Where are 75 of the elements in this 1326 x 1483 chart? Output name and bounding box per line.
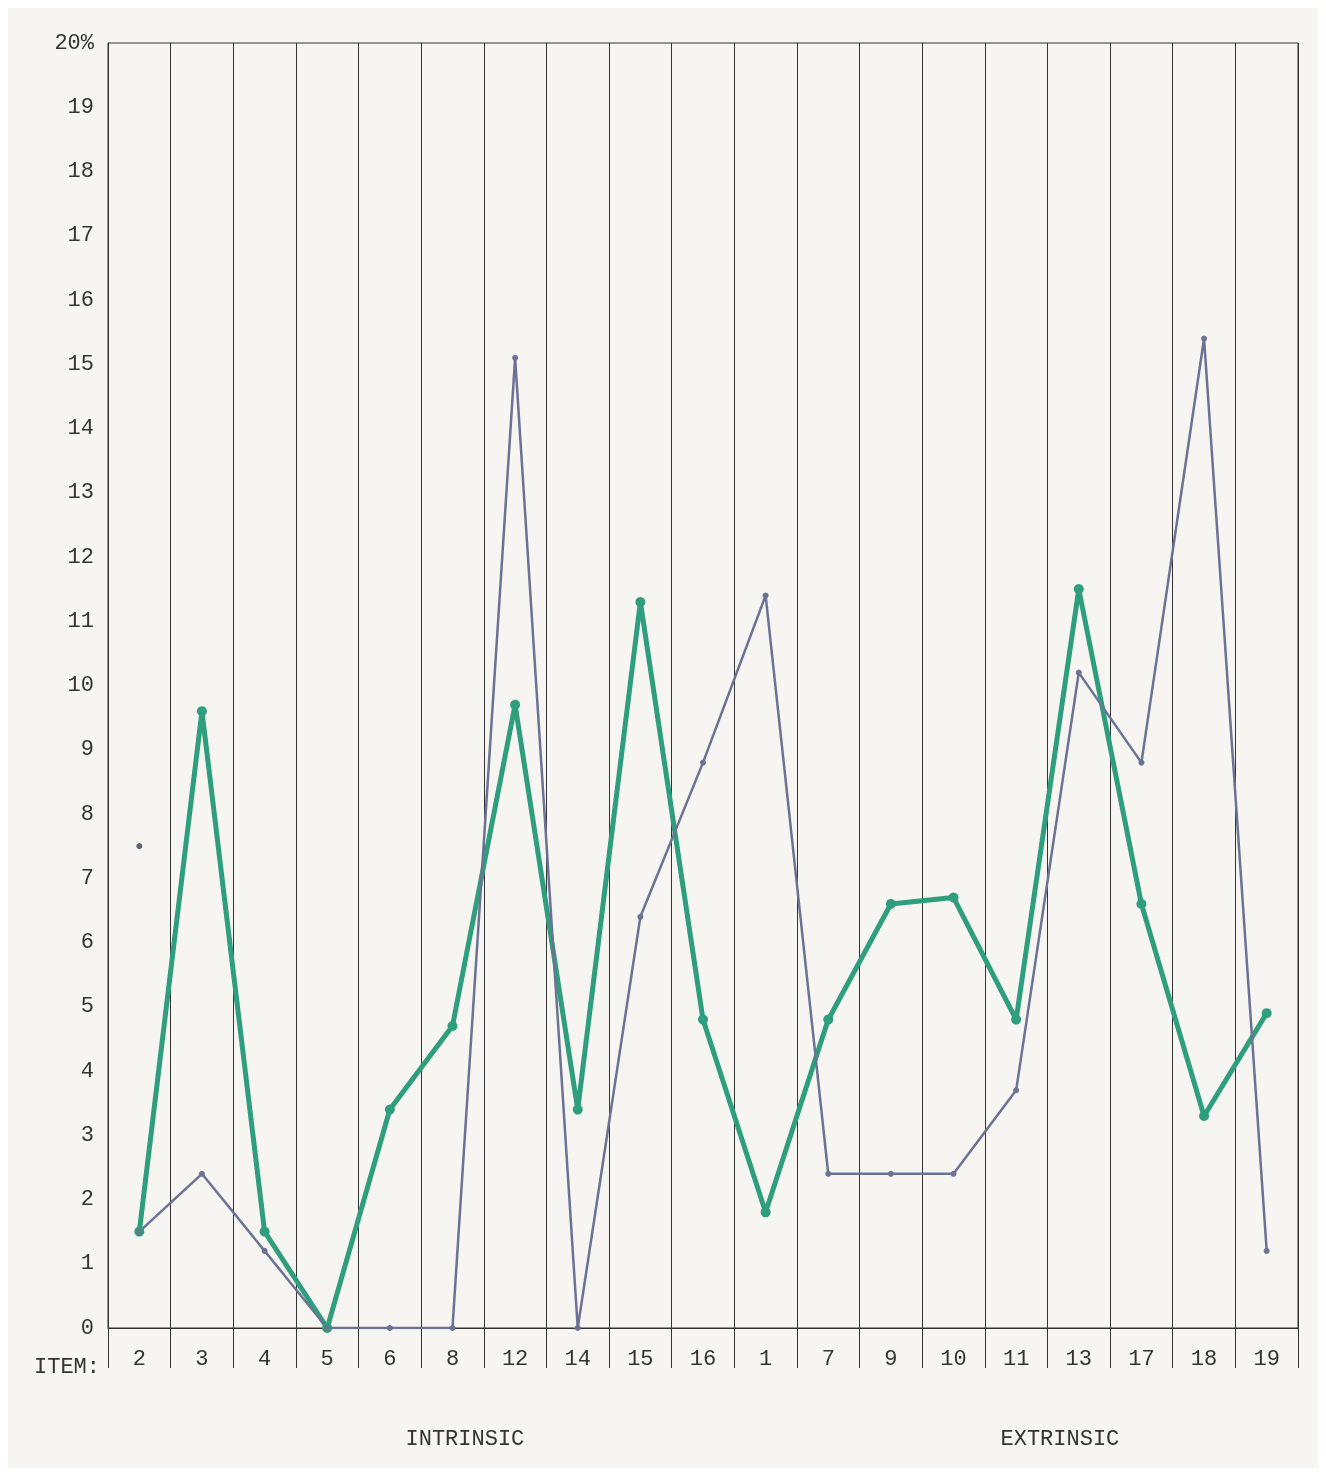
x-tick-label: 6 (383, 1346, 397, 1372)
x-tick-label: 12 (501, 1346, 529, 1372)
x-tick-label: 13 (1065, 1346, 1092, 1372)
x-tick-label: 8 (445, 1346, 460, 1372)
y-tick-label: 2 (80, 1187, 94, 1212)
point (384, 1104, 395, 1115)
y-tick-label: 19 (67, 94, 94, 120)
point (572, 1104, 583, 1115)
point (950, 1170, 957, 1177)
x-axis-title: ITEM: (33, 1354, 100, 1380)
point (1261, 1008, 1272, 1019)
y-tick-label: 20% (54, 30, 95, 56)
x-tick-label: 17 (1128, 1346, 1155, 1372)
y-tick-label: 7 (80, 865, 94, 891)
x-tick-label: 19 (1253, 1346, 1280, 1372)
point (760, 1207, 771, 1218)
point (762, 592, 769, 599)
y-tick-label: 12 (67, 544, 94, 570)
y-tick-label: 1 (80, 1251, 94, 1277)
y-tick-label: 16 (67, 287, 94, 313)
point (1138, 759, 1145, 766)
x-tick-label: 14 (564, 1346, 591, 1372)
x-tick-label: 7 (821, 1346, 835, 1372)
y-tick-label: 18 (67, 159, 94, 184)
y-tick-label: 11 (67, 608, 94, 634)
x-tick-label: 9 (884, 1346, 898, 1372)
y-tick-label: 5 (80, 994, 94, 1020)
point (635, 596, 646, 607)
point (637, 913, 644, 920)
text: EXTRINSIC (1000, 1426, 1120, 1452)
point (512, 354, 519, 361)
point (1263, 1247, 1270, 1254)
y-tick-label: 6 (80, 930, 94, 955)
point (510, 699, 521, 710)
point (698, 1014, 708, 1025)
point (700, 759, 706, 766)
point (259, 1226, 270, 1237)
y-tick-label: 14 (67, 416, 94, 441)
y-tick-label: 4 (80, 1058, 94, 1084)
x-tick-label: 4 (257, 1346, 272, 1372)
point (198, 1170, 205, 1177)
point (136, 843, 143, 850)
point (1075, 669, 1082, 676)
y-tick-label: 15 (67, 351, 94, 377)
point (1201, 335, 1208, 342)
point (1011, 1014, 1022, 1025)
y-tick-label: 10 (67, 673, 94, 698)
y-tick-label: 0 (80, 1315, 94, 1341)
x-tick-label: 11 (1002, 1346, 1030, 1372)
y-tick-label: 17 (67, 223, 94, 249)
point (1013, 1087, 1020, 1094)
point (887, 1170, 894, 1177)
point (823, 1014, 834, 1025)
y-tick-label: 8 (80, 801, 94, 827)
x-tick-label: 3 (195, 1346, 209, 1372)
point (1136, 898, 1147, 909)
y-tick-label: 3 (80, 1122, 94, 1148)
point (574, 1325, 581, 1331)
x-tick-label: 16 (689, 1346, 717, 1372)
point (885, 898, 896, 909)
point (447, 1021, 458, 1032)
point (449, 1325, 456, 1331)
x-tick-label: 5 (320, 1346, 334, 1372)
y-tick-label: 9 (80, 737, 94, 763)
x-tick-label: 10 (940, 1346, 967, 1372)
x-tick-label: 18 (1190, 1346, 1218, 1372)
x-tick-label: 1 (759, 1346, 773, 1372)
x-tick-label: 15 (627, 1346, 654, 1372)
point (386, 1325, 393, 1331)
point (825, 1170, 832, 1177)
point (261, 1247, 268, 1254)
text: INTRINSIC (405, 1426, 525, 1452)
x-tick-label: 2 (132, 1346, 146, 1372)
point (948, 892, 959, 903)
y-tick-label: 13 (67, 480, 94, 506)
